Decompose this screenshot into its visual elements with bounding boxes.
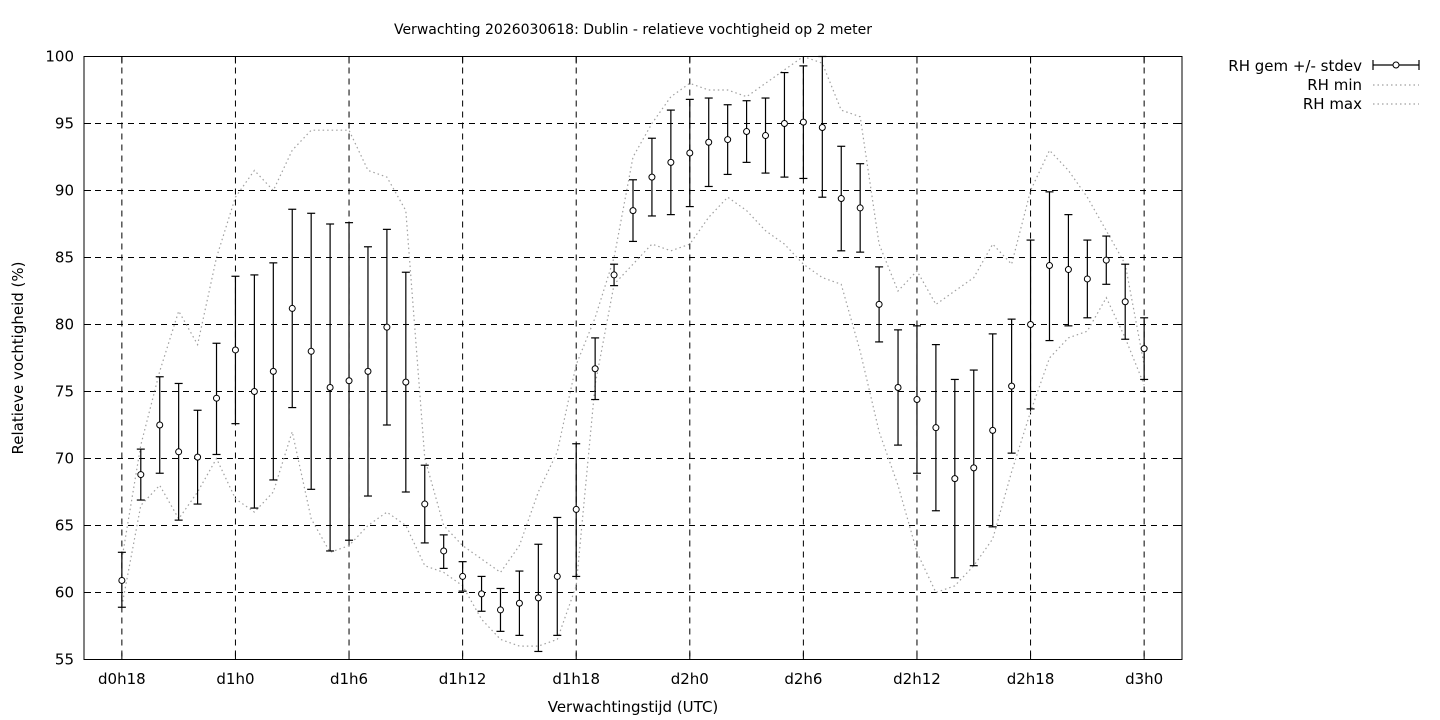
x-tick-label: d1h6 — [330, 670, 368, 688]
rh-max-line — [121, 55, 1145, 574]
mean-point — [137, 471, 145, 479]
mean-point — [799, 118, 807, 126]
y-tick-label: 85 — [55, 249, 74, 267]
mean-point — [345, 377, 353, 385]
mean-point — [478, 590, 486, 598]
y-tick-label: 80 — [55, 316, 74, 334]
mean-point — [780, 120, 788, 127]
mean-point — [269, 367, 277, 375]
mean-point — [459, 572, 467, 580]
mean-point — [989, 426, 997, 434]
mean-point — [553, 572, 561, 580]
x-tick-label: d2h0 — [671, 670, 709, 688]
mean-point — [402, 378, 410, 386]
x-tick-label: d0h18 — [98, 670, 146, 688]
mean-point — [118, 576, 126, 584]
band-layer — [121, 55, 1145, 647]
mean-point — [629, 207, 637, 215]
mean-point — [913, 396, 921, 404]
plot-frame — [83, 56, 1183, 660]
x-ticks: d0h18 d1h0 d1h6 d1h12 d1h18 d2h0 d2h6 d2h12 d2h1… — [98, 56, 1163, 688]
mean-point — [705, 138, 713, 146]
mean-point — [932, 424, 940, 432]
errorbar-layer — [117, 55, 1149, 653]
x-tick-label: d3h0 — [1125, 670, 1163, 688]
chart-title: Verwachting 2026030618: Dublin - relatie… — [394, 22, 872, 38]
mean-point — [231, 346, 239, 354]
legend-label-max: RH max — [1303, 95, 1362, 113]
mean-point — [1008, 382, 1016, 390]
mean-point — [421, 500, 429, 508]
mean-point — [591, 365, 599, 373]
mean-point — [1027, 321, 1035, 328]
rh-min-line — [121, 196, 1145, 647]
legend-label-min: RH min — [1307, 76, 1362, 94]
mean-point — [175, 448, 183, 456]
mean-point — [1102, 256, 1110, 264]
mean-point — [364, 367, 372, 375]
points-layer — [118, 118, 1148, 614]
mean-point — [156, 421, 164, 429]
mean-point — [213, 394, 221, 402]
mean-point — [383, 323, 391, 331]
y-tick-label: 90 — [55, 182, 74, 200]
legend: RH gem +/- stdev RH min RH max — [1228, 57, 1420, 113]
y-tick-label: 55 — [55, 651, 74, 669]
y-tick-label: 100 — [45, 48, 74, 66]
mean-point — [762, 132, 770, 140]
mean-point — [1121, 298, 1129, 306]
y-tick-label: 60 — [55, 584, 74, 602]
mean-point — [326, 383, 334, 391]
y-ticks: 55 60 65 70 75 80 85 90 95 100 — [45, 48, 1182, 669]
x-tick-label: d1h12 — [439, 670, 487, 688]
x-axis-label: Verwachtingstijd (UTC) — [548, 698, 719, 716]
mean-point — [440, 547, 448, 555]
x-tick-label: d1h0 — [216, 670, 254, 688]
x-tick-label: d2h18 — [1007, 670, 1055, 688]
mean-point — [288, 304, 296, 312]
y-tick-label: 75 — [55, 383, 74, 401]
mean-point — [610, 271, 618, 279]
grid-layer — [84, 56, 1182, 660]
mean-point — [875, 300, 883, 308]
mean-point — [818, 124, 826, 132]
mean-point — [648, 173, 656, 181]
mean-point — [1140, 345, 1148, 353]
mean-point — [1045, 262, 1053, 270]
mean-point — [724, 136, 732, 144]
mean-point — [534, 594, 542, 602]
y-tick-label: 65 — [55, 517, 74, 535]
y-tick-label: 70 — [55, 450, 74, 468]
mean-point — [307, 347, 315, 355]
y-tick-label: 95 — [55, 115, 74, 133]
mean-point — [894, 383, 902, 391]
mean-point — [496, 606, 504, 614]
x-tick-label: d2h12 — [893, 670, 941, 688]
x-tick-label: d2h6 — [784, 670, 822, 688]
legend-label-mean: RH gem +/- stdev — [1228, 57, 1362, 75]
mean-point — [515, 599, 523, 607]
y-axis-label: Relatieve vochtigheid (%) — [9, 261, 27, 454]
mean-point — [1083, 275, 1091, 283]
mean-point — [686, 149, 694, 157]
mean-point — [951, 475, 959, 483]
mean-point — [572, 505, 580, 513]
mean-point — [970, 464, 978, 472]
mean-point — [250, 388, 258, 395]
mean-point — [743, 128, 751, 136]
mean-point — [856, 204, 864, 212]
legend-key-mean — [1372, 60, 1420, 70]
x-tick-label: d1h18 — [552, 670, 600, 688]
mean-point — [667, 158, 675, 166]
mean-point — [1064, 266, 1072, 274]
mean-point — [837, 195, 845, 203]
mean-point — [194, 453, 202, 461]
